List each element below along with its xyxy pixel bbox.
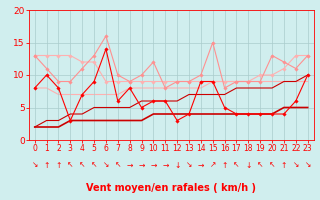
Text: ↑: ↑ [44, 160, 50, 170]
Text: →: → [150, 160, 156, 170]
Text: ↖: ↖ [67, 160, 74, 170]
Text: Vent moyen/en rafales ( km/h ): Vent moyen/en rafales ( km/h ) [86, 183, 256, 193]
Text: ↗: ↗ [210, 160, 216, 170]
Text: ↑: ↑ [55, 160, 62, 170]
Text: ↖: ↖ [269, 160, 275, 170]
Text: ↖: ↖ [79, 160, 85, 170]
Text: →: → [162, 160, 168, 170]
Text: ↖: ↖ [115, 160, 121, 170]
Text: ↖: ↖ [91, 160, 97, 170]
Text: ↖: ↖ [257, 160, 263, 170]
Text: →: → [138, 160, 145, 170]
Text: ↑: ↑ [221, 160, 228, 170]
Text: ↘: ↘ [304, 160, 311, 170]
Text: ↓: ↓ [174, 160, 180, 170]
Text: ↘: ↘ [103, 160, 109, 170]
Text: ↓: ↓ [245, 160, 252, 170]
Text: ↘: ↘ [186, 160, 192, 170]
Text: ↘: ↘ [32, 160, 38, 170]
Text: ↖: ↖ [233, 160, 240, 170]
Text: ↘: ↘ [292, 160, 299, 170]
Text: ↑: ↑ [281, 160, 287, 170]
Text: →: → [198, 160, 204, 170]
Text: →: → [126, 160, 133, 170]
